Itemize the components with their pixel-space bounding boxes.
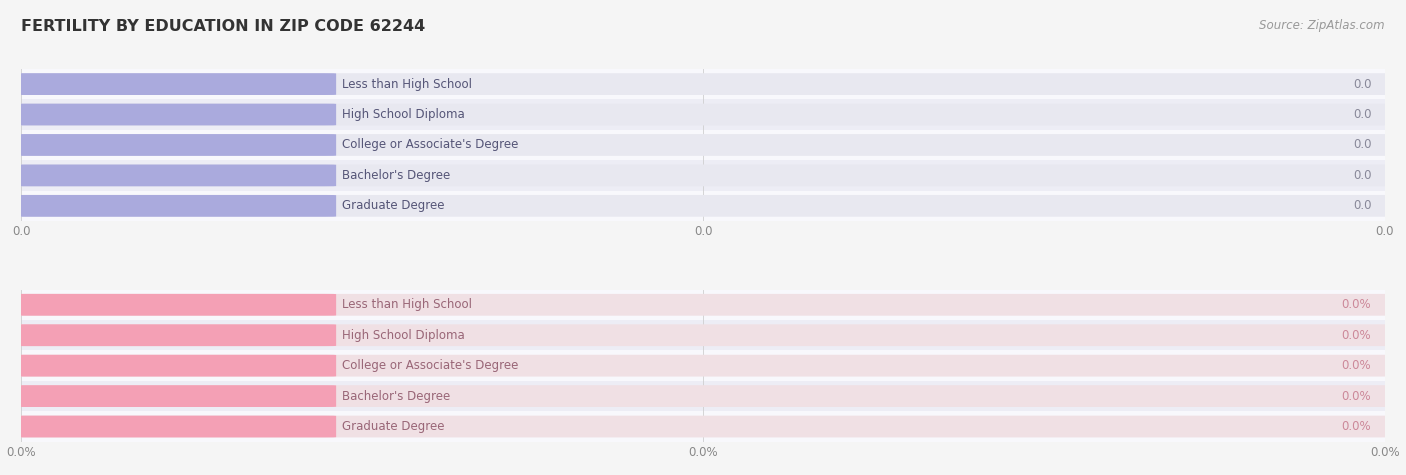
FancyBboxPatch shape [14, 355, 1392, 377]
Text: College or Associate's Degree: College or Associate's Degree [342, 359, 517, 372]
Bar [21, 160, 1385, 190]
Text: 0.0: 0.0 [1353, 108, 1371, 121]
Text: Graduate Degree: Graduate Degree [342, 200, 444, 212]
Bar [21, 320, 1385, 351]
FancyBboxPatch shape [14, 164, 336, 186]
Text: 0.0%: 0.0% [1341, 298, 1371, 311]
Text: High School Diploma: High School Diploma [342, 329, 464, 342]
Text: 0.0%: 0.0% [1341, 420, 1371, 433]
FancyBboxPatch shape [14, 355, 336, 377]
Bar [21, 381, 1385, 411]
Bar [21, 99, 1385, 130]
Text: Bachelor's Degree: Bachelor's Degree [342, 169, 450, 182]
Text: High School Diploma: High School Diploma [342, 108, 464, 121]
Text: 0.0: 0.0 [1353, 77, 1371, 91]
Text: College or Associate's Degree: College or Associate's Degree [342, 139, 517, 152]
Text: 0.0: 0.0 [1353, 139, 1371, 152]
Bar [21, 190, 1385, 221]
FancyBboxPatch shape [14, 195, 1392, 217]
Bar [21, 411, 1385, 442]
FancyBboxPatch shape [14, 104, 1392, 125]
FancyBboxPatch shape [14, 73, 336, 95]
Text: Bachelor's Degree: Bachelor's Degree [342, 390, 450, 403]
Text: 0.0%: 0.0% [1341, 329, 1371, 342]
Text: Graduate Degree: Graduate Degree [342, 420, 444, 433]
Text: 0.0%: 0.0% [1341, 390, 1371, 403]
FancyBboxPatch shape [14, 324, 336, 346]
FancyBboxPatch shape [14, 134, 1392, 156]
FancyBboxPatch shape [14, 385, 336, 407]
FancyBboxPatch shape [14, 385, 1392, 407]
FancyBboxPatch shape [14, 416, 1392, 437]
FancyBboxPatch shape [14, 73, 1392, 95]
Bar [21, 69, 1385, 99]
FancyBboxPatch shape [14, 324, 1392, 346]
Text: Less than High School: Less than High School [342, 77, 471, 91]
FancyBboxPatch shape [14, 294, 1392, 316]
FancyBboxPatch shape [14, 294, 336, 316]
Bar [21, 351, 1385, 381]
Text: FERTILITY BY EDUCATION IN ZIP CODE 62244: FERTILITY BY EDUCATION IN ZIP CODE 62244 [21, 19, 426, 34]
Text: 0.0: 0.0 [1353, 200, 1371, 212]
Text: Source: ZipAtlas.com: Source: ZipAtlas.com [1260, 19, 1385, 32]
Bar [21, 130, 1385, 160]
FancyBboxPatch shape [14, 134, 336, 156]
Bar [21, 290, 1385, 320]
Text: 0.0: 0.0 [1353, 169, 1371, 182]
FancyBboxPatch shape [14, 164, 1392, 186]
FancyBboxPatch shape [14, 195, 336, 217]
Text: Less than High School: Less than High School [342, 298, 471, 311]
FancyBboxPatch shape [14, 104, 336, 125]
Text: 0.0%: 0.0% [1341, 359, 1371, 372]
FancyBboxPatch shape [14, 416, 336, 437]
